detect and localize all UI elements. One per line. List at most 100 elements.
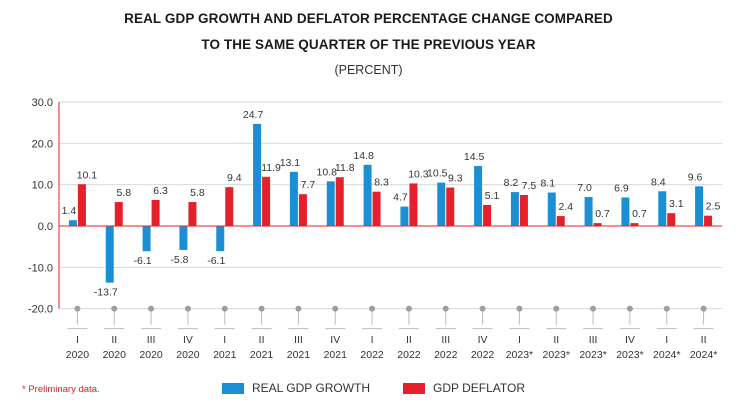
chart-subtitle: (PERCENT) bbox=[334, 63, 403, 77]
x-tick-marker bbox=[221, 305, 228, 312]
data-label-deflator: 11.9 bbox=[261, 162, 281, 174]
x-tick-label-year: 2020 bbox=[176, 349, 200, 361]
data-label-gdp: 7.0 bbox=[577, 182, 592, 194]
bar-deflator bbox=[519, 195, 528, 226]
x-tick-marker bbox=[516, 305, 523, 312]
bar-deflator bbox=[372, 191, 381, 226]
x-tick-label-year: 2020 bbox=[139, 349, 163, 361]
x-tick-label-quarter: II bbox=[701, 334, 707, 346]
legend-swatch-deflator bbox=[403, 382, 425, 394]
bar-deflator bbox=[262, 176, 271, 226]
data-label-deflator: 7.7 bbox=[301, 179, 316, 191]
y-tick-label: -10.0 bbox=[28, 262, 53, 274]
x-tick-label-quarter: II bbox=[553, 334, 559, 346]
x-tick-marker bbox=[479, 305, 486, 312]
bar-deflator bbox=[77, 184, 86, 226]
x-tick-label-year: 2020 bbox=[66, 349, 90, 361]
x-tick-marker bbox=[332, 305, 339, 312]
data-label-deflator: 2.4 bbox=[558, 201, 573, 213]
legend-item-gdp: REAL GDP GROWTH bbox=[222, 381, 370, 395]
bar-deflator bbox=[556, 216, 565, 226]
x-tick-label-year: 2024* bbox=[653, 349, 680, 361]
legend-label-deflator: GDP DEFLATOR bbox=[433, 381, 526, 395]
bar-gdp bbox=[400, 206, 409, 226]
x-tick-label-quarter: I bbox=[518, 334, 521, 346]
x-tick-marker bbox=[442, 305, 449, 312]
y-tick-label: 0.0 bbox=[38, 221, 53, 233]
data-label-gdp: 10.8 bbox=[317, 166, 338, 178]
x-tick-label-year: 2021 bbox=[287, 349, 311, 361]
x-tick-label-quarter: III bbox=[441, 334, 450, 346]
data-label-gdp: 14.8 bbox=[353, 150, 374, 162]
x-tick-label-quarter: IV bbox=[478, 334, 488, 346]
bar-deflator bbox=[630, 223, 639, 226]
y-tick-label: -20.0 bbox=[28, 304, 53, 316]
x-tick-label-quarter: IV bbox=[330, 334, 340, 346]
x-tick-label-year: 2022 bbox=[434, 349, 458, 361]
bar-gdp bbox=[179, 226, 188, 250]
x-tick-marker bbox=[295, 305, 302, 312]
data-label-deflator: 9.4 bbox=[227, 172, 242, 184]
bar-gdp bbox=[363, 164, 372, 226]
x-tick-label-quarter: II bbox=[111, 334, 117, 346]
data-label-deflator: 5.1 bbox=[485, 190, 500, 202]
data-label-gdp: 4.7 bbox=[393, 192, 408, 204]
x-tick-marker bbox=[74, 305, 81, 312]
bar-gdp bbox=[326, 181, 335, 226]
data-label-deflator: 3.1 bbox=[669, 198, 684, 210]
data-label-gdp: -13.7 bbox=[94, 287, 118, 299]
x-tick-label-year: 2020 bbox=[103, 349, 127, 361]
x-tick-marker bbox=[148, 305, 155, 312]
data-label-gdp: 8.1 bbox=[540, 178, 555, 190]
bar-deflator bbox=[704, 215, 713, 226]
bar-gdp bbox=[695, 186, 704, 226]
bar-gdp bbox=[105, 226, 114, 283]
x-tick-label-year: 2021 bbox=[250, 349, 274, 361]
x-tick-marker bbox=[626, 305, 633, 312]
legend-swatch-gdp bbox=[222, 382, 244, 394]
bar-gdp bbox=[510, 192, 519, 226]
bar-gdp bbox=[621, 197, 630, 226]
data-label-gdp: 13.1 bbox=[280, 157, 301, 169]
data-label-deflator: 10.3 bbox=[408, 168, 429, 180]
data-label-gdp: 14.5 bbox=[464, 151, 485, 163]
x-tick-label-quarter: III bbox=[147, 334, 156, 346]
x-tick-label-quarter: IV bbox=[183, 334, 193, 346]
data-label-gdp: 8.2 bbox=[504, 177, 519, 189]
bar-deflator bbox=[114, 202, 123, 226]
data-label-gdp: 10.5 bbox=[427, 168, 448, 180]
x-tick-marker bbox=[111, 305, 118, 312]
bar-deflator bbox=[667, 213, 676, 226]
y-tick-label: 30.0 bbox=[32, 97, 53, 109]
bar-gdp bbox=[547, 192, 556, 226]
data-label-deflator: 11.8 bbox=[335, 162, 355, 174]
data-label-gdp: 6.9 bbox=[614, 182, 629, 194]
bar-deflator bbox=[446, 187, 455, 226]
bar-deflator bbox=[225, 187, 234, 226]
data-label-deflator: 6.3 bbox=[153, 185, 168, 197]
data-label-deflator: 5.8 bbox=[190, 187, 205, 199]
x-tick-marker bbox=[700, 305, 707, 312]
data-label-gdp: -6.1 bbox=[207, 255, 225, 267]
data-label-deflator: 8.3 bbox=[374, 177, 389, 189]
data-label-gdp: 1.4 bbox=[62, 205, 77, 217]
legend-item-deflator: GDP DEFLATOR bbox=[403, 381, 525, 395]
footnote: * Preliminary data. bbox=[22, 384, 100, 395]
x-tick-label-quarter: III bbox=[589, 334, 598, 346]
data-label-gdp: -5.8 bbox=[170, 254, 188, 266]
x-tick-label-year: 2024* bbox=[690, 349, 717, 361]
chart-title-line2: TO THE SAME QUARTER OF THE PREVIOUS YEAR bbox=[201, 37, 536, 52]
data-label-gdp: -6.1 bbox=[134, 255, 152, 267]
x-tick-label-year: 2023* bbox=[616, 349, 643, 361]
data-label-deflator: 2.5 bbox=[706, 201, 721, 213]
x-tick-label-year: 2021 bbox=[213, 349, 237, 361]
x-tick-label-year: 2023* bbox=[543, 349, 570, 361]
x-tick-label-quarter: IV bbox=[625, 334, 635, 346]
data-label-deflator: 10.1 bbox=[77, 169, 98, 181]
x-tick-label-quarter: I bbox=[223, 334, 226, 346]
bar-gdp bbox=[584, 197, 593, 226]
bar-gdp bbox=[216, 226, 225, 252]
y-tick-label: 10.0 bbox=[32, 180, 53, 192]
data-label-gdp: 24.7 bbox=[243, 109, 264, 121]
